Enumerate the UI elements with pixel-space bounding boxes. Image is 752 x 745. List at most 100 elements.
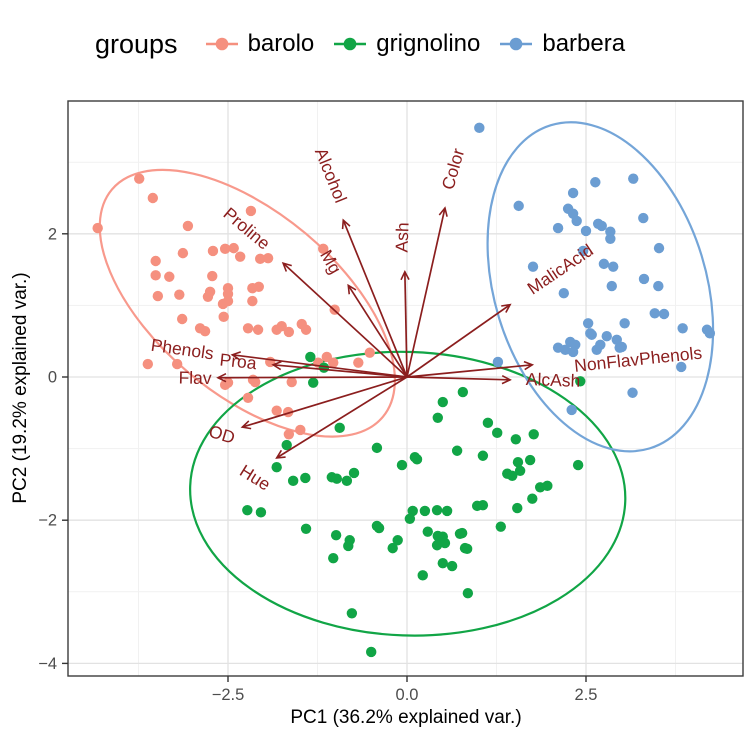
scatter-point-grignolino [407, 505, 418, 517]
legend-key-icon [500, 37, 533, 51]
x-tick-label: 0.0 [396, 686, 419, 704]
scatter-point-barbera [596, 220, 607, 232]
legend-item-barolo[interactable]: barolo [204, 30, 315, 58]
scatter-point-barbera [567, 346, 579, 358]
loading-label-Color: Color [438, 146, 469, 192]
scatter-point-barolo [222, 288, 234, 300]
y-tick-label: −2 [38, 512, 57, 530]
legend-item-grignolino[interactable]: grignolino [332, 30, 480, 58]
scatter-point-barolo [177, 247, 189, 259]
scatter-point-barolo [199, 325, 211, 337]
scatter-point-grignolino [512, 457, 524, 468]
scatter-point-barolo [207, 245, 219, 257]
scatter-point-grignolino [462, 588, 474, 599]
scatter-point-grignolino [242, 504, 253, 516]
loading-arrow-OD [240, 376, 408, 430]
scatter-point-grignolino [524, 454, 536, 466]
scatter-point-grignolino [366, 646, 377, 658]
scatter-point-barolo [253, 281, 264, 292]
scatter-point-barolo [171, 358, 183, 370]
cluster-ellipse-barbera [486, 121, 715, 453]
scatter-point-grignolino [461, 543, 473, 555]
loading-label-Alcohol: Alcohol [311, 145, 351, 206]
loading-arrow-Alcohol [341, 218, 408, 378]
scatter-point-grignolino [334, 422, 345, 434]
scatter-point-barbera [649, 308, 660, 319]
loading-arrow-Proline [281, 261, 408, 378]
legend-key-icon [334, 37, 367, 51]
scatter-point-grignolino [281, 439, 292, 451]
scatter-point-barbera [552, 342, 564, 353]
x-tick-label: 2.5 [575, 686, 598, 704]
scatter-point-grignolino [510, 434, 522, 445]
scatter-point-barolo [364, 347, 375, 358]
scatter-point-barolo [252, 324, 264, 335]
scatter-point-grignolino [437, 557, 448, 569]
scatter-point-grignolino [305, 351, 316, 363]
scatter-point-grignolino [432, 412, 443, 424]
scatter-point-barbera [628, 173, 639, 184]
cluster-ellipse-barolo [98, 168, 396, 438]
legend-title: groups [95, 28, 178, 59]
scatter-point-barbera [676, 361, 687, 373]
scatter-point-grignolino [330, 530, 342, 541]
scatter-point-barolo [218, 311, 229, 323]
scatter-point-barbera [591, 344, 602, 355]
scatter-point-grignolino [542, 480, 553, 492]
scatter-point-barolo [207, 270, 218, 282]
scatter-point-barolo [247, 295, 258, 307]
loading-arrow-NonFlavPhenols [406, 360, 535, 378]
scatter-point-barolo [286, 376, 297, 388]
scatter-point-grignolino [482, 417, 494, 429]
scatter-point-grignolino [528, 429, 539, 440]
scatter-point-grignolino [331, 473, 343, 484]
scatter-point-barbera [558, 288, 570, 299]
scatter-point-barbera [474, 122, 485, 134]
scatter-point-barbera [619, 318, 630, 329]
loading-arrow-Mg [347, 283, 408, 378]
scatter-point-grignolino [343, 540, 354, 552]
loading-label-AlcAsh: AlcAsh [526, 369, 581, 391]
scatter-point-barbera [653, 242, 665, 254]
scatter-point-grignolino [300, 472, 311, 484]
loading-label-OD: OD [206, 421, 237, 448]
y-tick-label: 2 [48, 225, 57, 243]
scatter-point-barbera [605, 233, 616, 245]
scatter-point-barolo [228, 242, 239, 254]
scatter-point-barbera [598, 258, 610, 270]
scatter-point-barolo [318, 243, 329, 255]
scatter-point-barolo [283, 429, 295, 440]
loading-arrow-AlcAsh [406, 374, 512, 385]
scatter-point-barolo [353, 357, 364, 368]
scatter-point-barbera [653, 280, 664, 292]
scatter-point-grignolino [477, 499, 489, 511]
legend-item-label: barolo [247, 30, 315, 57]
scatter-point-barbera [567, 187, 579, 199]
scatter-point-grignolino [507, 470, 518, 482]
scatter-point-barbera [627, 387, 638, 398]
scatter-point-barbera [590, 177, 601, 188]
scatter-point-barolo [202, 291, 214, 303]
scatter-point-grignolino [396, 459, 408, 471]
scatter-point-barolo [219, 243, 231, 255]
scatter-point-barolo [219, 379, 231, 391]
scatter-point-grignolino [328, 552, 339, 564]
scatter-point-barolo [164, 271, 175, 282]
loading-label-Flav: Flav [178, 367, 212, 388]
scatter-point-barbera [566, 404, 577, 416]
scatter-point-barbera [552, 222, 564, 234]
loading-arrow-Phenols [230, 351, 408, 378]
y-axis-title: PC2 (19.2% explained var.) [10, 272, 31, 504]
scatter-point-barolo [255, 253, 266, 265]
scatter-point-barbera [616, 341, 627, 353]
scatter-point-barbera [492, 356, 504, 368]
scatter-point-grignolino [308, 377, 319, 388]
scatter-point-grignolino [495, 521, 506, 532]
legend: groups barolo grignolino barbera [95, 22, 643, 66]
loading-arrow-Hue [275, 376, 408, 459]
scatter-point-barolo [295, 424, 306, 436]
scatter-point-barolo [147, 192, 159, 204]
legend-item-barbera[interactable]: barbera [498, 30, 625, 58]
scatter-point-barbera [580, 225, 592, 237]
scatter-point-barolo [242, 323, 254, 334]
